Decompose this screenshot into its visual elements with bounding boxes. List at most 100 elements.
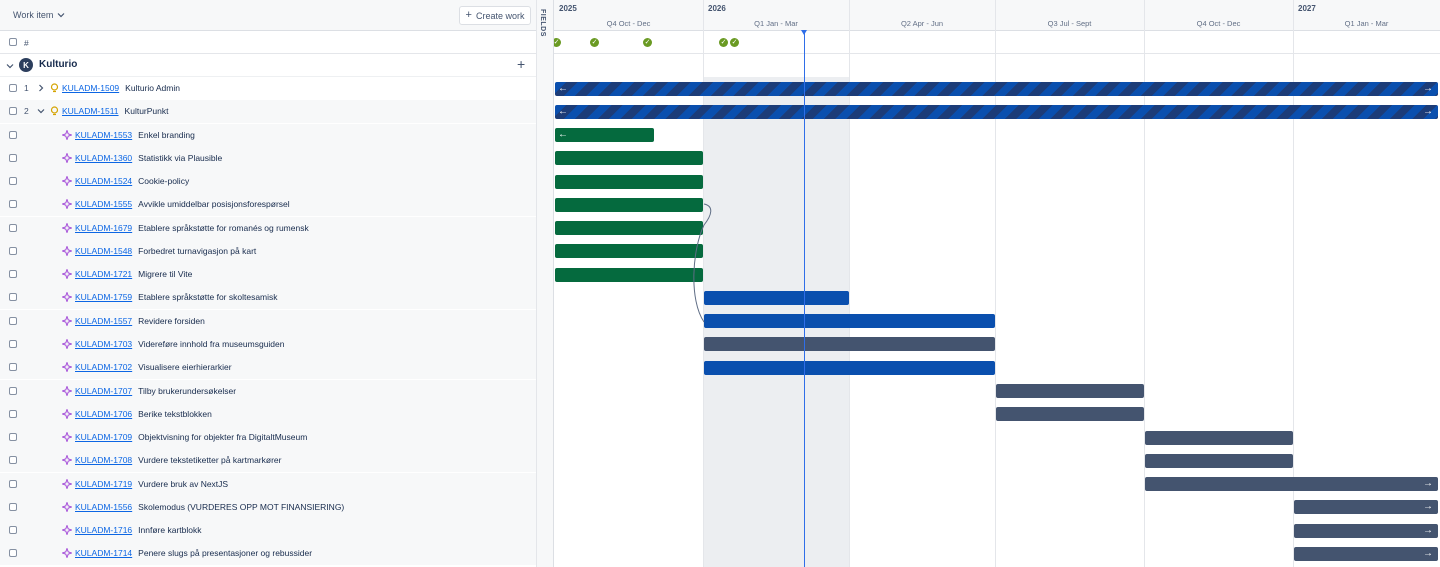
- row-checkbox[interactable]: [9, 386, 17, 395]
- timeline-bar[interactable]: [555, 221, 703, 236]
- table-row[interactable]: KULADM-1555 Avvikle umiddelbar posisjonsf…: [0, 193, 536, 217]
- table-row[interactable]: KULADM-1719 Vurdere bruk av NextJS: [0, 472, 536, 496]
- table-row[interactable]: KULADM-1759 Etablere språkstøtte for skol…: [0, 286, 536, 310]
- timeline-bar[interactable]: [704, 360, 995, 375]
- milestone-check-icon[interactable]: ✓: [643, 38, 652, 47]
- fields-toggle[interactable]: FIELDS: [536, 0, 554, 567]
- select-all-checkbox[interactable]: [9, 38, 17, 46]
- row-checkbox[interactable]: [9, 153, 17, 162]
- timeline-bar[interactable]: [1145, 430, 1293, 445]
- timeline-bar[interactable]: →: [1145, 477, 1438, 492]
- issue-key-link[interactable]: KULADM-1708: [75, 455, 133, 466]
- table-row[interactable]: 1 KULADM-1509 Kulturio Admin: [0, 77, 536, 100]
- table-row[interactable]: KULADM-1714 Penere slugs på presentasjone…: [0, 542, 536, 566]
- table-row[interactable]: KULADM-1721 Migrere til Vite: [0, 263, 536, 287]
- issue-key-link[interactable]: KULADM-1709: [75, 432, 133, 443]
- table-row[interactable]: 2 KULADM-1511 KulturPunkt: [0, 100, 536, 124]
- timeline-bar[interactable]: [996, 384, 1144, 398]
- row-checkbox[interactable]: [9, 502, 17, 511]
- arrow-left-icon[interactable]: ←: [558, 129, 568, 141]
- issue-key-link[interactable]: KULADM-1714: [75, 548, 133, 559]
- timeline-bar[interactable]: →: [1294, 546, 1438, 561]
- table-row[interactable]: KULADM-1524 Cookie-policy: [0, 170, 536, 194]
- today-marker-cap[interactable]: [801, 30, 807, 35]
- issue-key-link[interactable]: KULADM-1716: [75, 525, 133, 536]
- issue-key-link[interactable]: KULADM-1707: [75, 385, 133, 396]
- arrow-right-icon[interactable]: →: [1423, 478, 1433, 490]
- table-row[interactable]: KULADM-1702 Visualisere eierhierarkier: [0, 356, 536, 380]
- arrow-right-icon[interactable]: →: [1423, 524, 1433, 536]
- timeline-bar[interactable]: ← →: [555, 81, 1438, 96]
- table-row[interactable]: KULADM-1707 Tilby brukerundersøkelser: [0, 379, 536, 403]
- arrow-right-icon[interactable]: →: [1423, 105, 1433, 117]
- issue-key-link[interactable]: KULADM-1759: [75, 292, 133, 303]
- timeline-bar[interactable]: →: [1294, 523, 1438, 538]
- row-checkbox[interactable]: [9, 339, 17, 348]
- issue-key-link[interactable]: KULADM-1553: [75, 129, 133, 140]
- arrow-left-icon[interactable]: ←: [558, 82, 568, 94]
- row-checkbox[interactable]: [9, 293, 17, 302]
- table-row[interactable]: KULADM-1703 Videreføre innhold fra museum…: [0, 332, 536, 356]
- timeline-bar[interactable]: ← →: [555, 104, 1438, 119]
- row-checkbox[interactable]: [9, 107, 17, 116]
- timeline-bar[interactable]: →: [1294, 500, 1438, 515]
- row-checkbox[interactable]: [9, 409, 17, 418]
- timeline-bar[interactable]: [1145, 453, 1293, 468]
- row-checkbox[interactable]: [9, 526, 17, 535]
- table-row[interactable]: KULADM-1708 Vurdere tekstetiketter på kar…: [0, 449, 536, 473]
- row-checkbox[interactable]: [9, 223, 17, 232]
- issue-key-link[interactable]: KULADM-1524: [75, 176, 133, 187]
- arrow-right-icon[interactable]: →: [1423, 501, 1433, 513]
- create-work-button[interactable]: + Create work: [459, 6, 531, 25]
- issue-key-link[interactable]: KULADM-1509: [62, 83, 120, 93]
- timeline-bar[interactable]: [704, 337, 995, 352]
- row-checkbox[interactable]: [9, 456, 17, 465]
- issue-key-link[interactable]: KULADM-1719: [75, 478, 133, 489]
- issue-key-link[interactable]: KULADM-1721: [75, 269, 133, 280]
- timeline-bar[interactable]: ←: [555, 128, 654, 143]
- table-row[interactable]: KULADM-1556 Skolemodus (VURDERES OPP MOT …: [0, 495, 536, 519]
- milestone-check-icon[interactable]: ✓: [730, 38, 739, 47]
- milestone-check-icon[interactable]: ✓: [590, 38, 599, 47]
- issue-key-link[interactable]: KULADM-1702: [75, 362, 133, 373]
- issue-key-link[interactable]: KULADM-1555: [75, 199, 133, 210]
- timeline-bar[interactable]: [555, 197, 703, 212]
- issue-key-link[interactable]: KULADM-1548: [75, 245, 133, 256]
- timeline-bar[interactable]: [555, 267, 703, 282]
- table-row[interactable]: KULADM-1548 Forbedret turnavigasjon på ka…: [0, 239, 536, 263]
- table-row[interactable]: KULADM-1553 Enkel branding: [0, 123, 536, 147]
- row-checkbox[interactable]: [9, 177, 17, 186]
- work-item-dropdown[interactable]: Work item: [13, 10, 65, 20]
- row-checkbox[interactable]: [9, 549, 17, 558]
- issue-key-link[interactable]: KULADM-1557: [75, 315, 133, 326]
- table-row[interactable]: KULADM-1706 Berike tekstblokken: [0, 402, 536, 426]
- arrow-right-icon[interactable]: →: [1423, 547, 1433, 559]
- issue-key-link[interactable]: KULADM-1360: [75, 152, 133, 163]
- table-row[interactable]: KULADM-1709 Objektvisning for objekter fr…: [0, 426, 536, 450]
- row-checkbox[interactable]: [9, 270, 17, 279]
- chevron-down-icon[interactable]: [36, 106, 46, 116]
- row-checkbox[interactable]: [9, 316, 17, 325]
- timeline-bar[interactable]: [555, 174, 703, 189]
- timeline-bar[interactable]: [704, 290, 849, 305]
- group-row-kulturio[interactable]: K Kulturio +: [0, 54, 536, 77]
- row-checkbox[interactable]: [9, 84, 17, 92]
- table-row[interactable]: KULADM-1360 Statistikk via Plausible: [0, 146, 536, 170]
- add-child-button[interactable]: +: [517, 56, 526, 72]
- issue-key-link[interactable]: KULADM-1679: [75, 222, 133, 233]
- arrow-left-icon[interactable]: ←: [558, 105, 568, 117]
- table-row[interactable]: KULADM-1557 Revidere forsiden: [0, 309, 536, 333]
- milestone-check-icon[interactable]: ✓: [554, 38, 561, 47]
- issue-key-link[interactable]: KULADM-1511: [62, 106, 119, 117]
- row-checkbox[interactable]: [9, 130, 17, 139]
- row-checkbox[interactable]: [9, 363, 17, 372]
- issue-key-link[interactable]: KULADM-1703: [75, 338, 133, 349]
- timeline-bar[interactable]: [704, 314, 995, 329]
- milestone-check-icon[interactable]: ✓: [719, 38, 728, 47]
- table-row[interactable]: KULADM-1679 Etablere språkstøtte for roma…: [0, 216, 536, 240]
- chevron-right-icon[interactable]: [36, 83, 46, 93]
- timeline-bar[interactable]: [555, 151, 703, 166]
- timeline-bar[interactable]: [555, 244, 703, 259]
- arrow-right-icon[interactable]: →: [1423, 82, 1433, 94]
- row-checkbox[interactable]: [9, 479, 17, 488]
